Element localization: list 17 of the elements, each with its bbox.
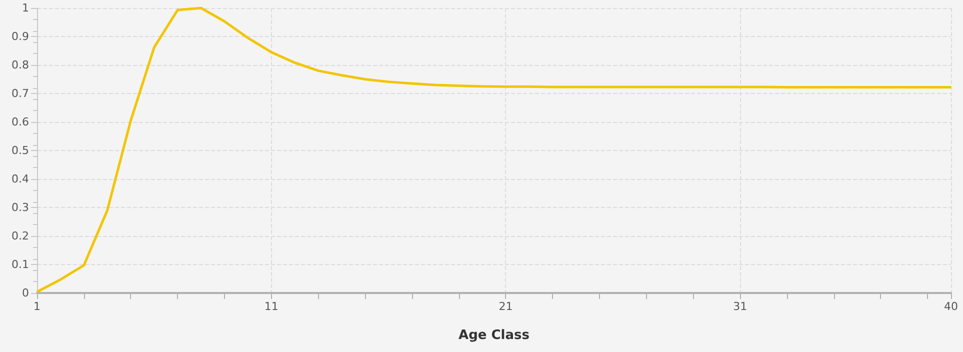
y-tick-label: 0.7 <box>12 87 29 100</box>
x-axis-title: Age Class <box>458 328 530 343</box>
x-tick-label: 31 <box>733 300 748 313</box>
y-tick-label: 0.3 <box>12 201 29 214</box>
x-tick-label: 40 <box>944 300 958 313</box>
y-tick-label: 0.8 <box>12 58 29 72</box>
x-tick-label: 11 <box>264 300 278 313</box>
x-tick-label: 1 <box>34 300 40 313</box>
y-tick-label: 0.5 <box>12 144 29 157</box>
y-tick-label: 0.9 <box>12 30 29 43</box>
y-tick-label: 0.1 <box>12 258 29 271</box>
y-tick-label: 0.6 <box>12 116 29 128</box>
y-tick-label: 1 <box>22 2 29 14</box>
x-tick-label: 21 <box>498 300 513 313</box>
y-tick-label: 0.4 <box>12 172 29 186</box>
y-tick-label: 0 <box>22 286 29 300</box>
y-tick-label: 0.2 <box>12 230 29 242</box>
